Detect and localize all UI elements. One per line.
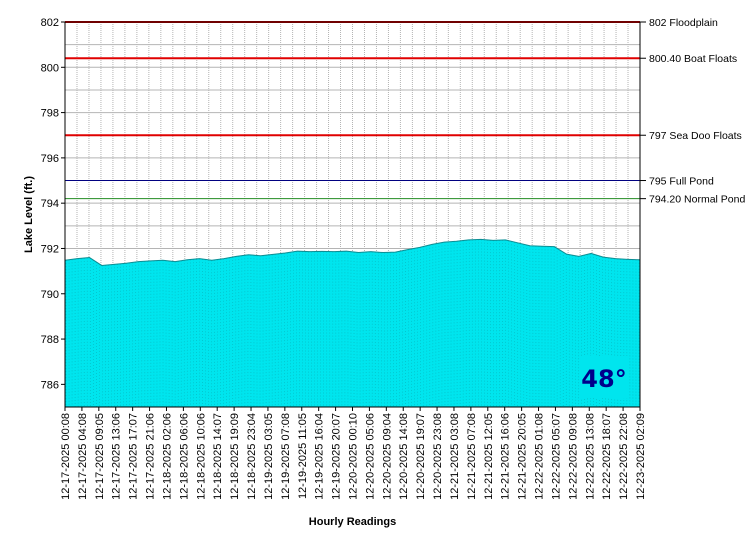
x-tick-label: 12-17-2025 09:05 [94,413,106,500]
x-tick-label: 12-21-2025 07:08 [466,413,478,500]
x-tick-label: 12-18-2025 23:04 [246,413,258,500]
x-tick-label: 12-21-2025 16:06 [500,413,512,500]
y-tick-label: 796 [41,153,59,165]
x-tick-label: 12-23-2025 02:09 [635,413,647,500]
x-tick-label: 12-22-2025 18:07 [601,413,613,500]
x-tick-label: 12-17-2025 04:08 [77,413,89,500]
y-tick-label: 794 [41,198,59,210]
reference-line-label: 795 Full Pond [649,176,714,188]
y-axis-title: Lake Level (ft.) [23,176,35,253]
x-tick-label: 12-22-2025 01:08 [534,413,546,500]
reference-line-label: 797 Sea Doo Floats [649,130,742,142]
x-tick-label: 12-19-2025 20:07 [331,413,343,500]
y-tick-label: 792 [41,243,59,255]
x-tick-label: 12-20-2025 19:07 [415,413,427,500]
y-tick-label: 790 [41,289,59,301]
x-tick-label: 12-21-2025 12:05 [483,413,495,500]
x-tick-label: 12-21-2025 20:05 [517,413,529,500]
x-tick-label: 12-22-2025 05:07 [550,413,562,500]
x-tick-label: 12-21-2025 03:08 [449,413,461,500]
x-tick-label: 12-20-2025 23:08 [432,413,444,500]
x-tick-label: 12-18-2025 14:07 [212,413,224,500]
x-tick-label: 12-19-2025 11:05 [297,413,309,499]
temperature-badge [579,356,629,398]
x-tick-label: 12-18-2025 10:06 [195,413,207,500]
x-tick-label: 12-22-2025 09:08 [567,413,579,500]
x-tick-label: 12-17-2025 00:08 [60,413,72,500]
x-tick-label: 12-17-2025 17:07 [128,413,140,500]
lake-level-line [64,238,641,266]
y-tick-label: 786 [41,379,59,391]
x-tick-label: 12-18-2025 02:06 [161,413,173,500]
reference-line-label: 800.40 Boat Floats [649,53,737,65]
x-tick-label: 12-19-2025 07:08 [280,413,292,500]
x-tick-label: 12-18-2025 06:06 [178,413,190,500]
lake-level-area [65,239,640,407]
y-tick-label: 798 [41,108,59,120]
x-tick-label: 12-18-2025 19:09 [229,413,241,500]
x-tick-label: 12-20-2025 00:10 [348,413,360,500]
x-tick-label: 12-19-2025 16:04 [314,413,326,500]
x-tick-label: 12-20-2025 14:08 [398,413,410,500]
x-axis-title: Hourly Readings [309,516,396,528]
y-tick-label: 788 [41,334,59,346]
x-tick-label: 12-22-2025 22:08 [618,413,630,500]
y-tick-label: 802 [41,17,59,29]
x-tick-label: 12-22-2025 13:08 [584,413,596,500]
y-tick-label: 800 [41,62,59,74]
x-tick-label: 12-20-2025 09:04 [381,413,393,500]
x-tick-label: 12-19-2025 03:05 [263,413,275,500]
x-tick-label: 12-20-2025 05:06 [364,413,376,500]
temperature-text: 48° [581,365,626,393]
x-tick-label: 12-17-2025 13:06 [111,413,123,500]
x-tick-label: 12-17-2025 21:06 [145,413,157,500]
reference-line-label: 802 Floodplain [649,17,718,29]
reference-line-label: 794.20 Normal Pond [649,194,745,206]
